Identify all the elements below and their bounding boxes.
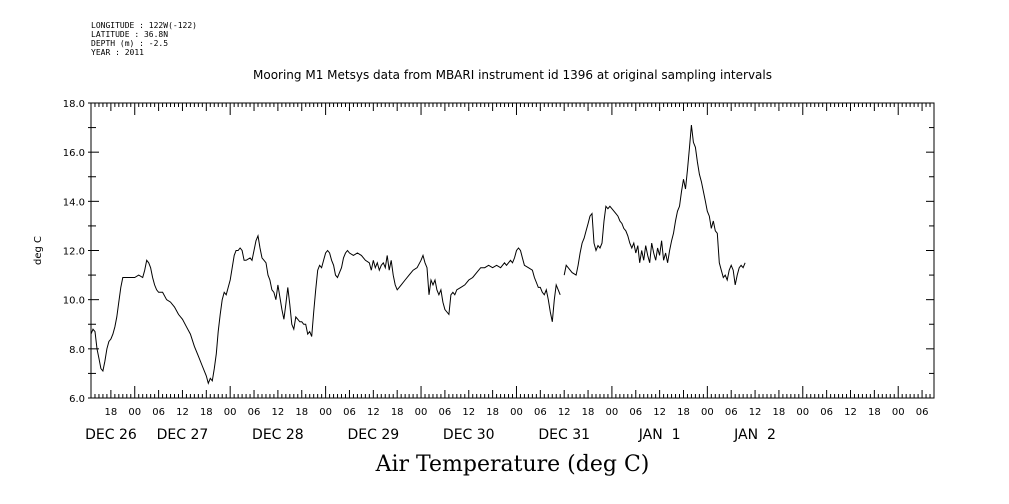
x-day-label: DEC 31 [538,427,590,443]
x-hour-label: 06 [152,407,165,418]
y-tick-label: 8.0 [69,345,85,356]
x-hour-label: 18 [868,407,881,418]
x-hour-label: 06 [439,407,452,418]
depth-text: DEPTH (m) : -2.5 [91,39,169,48]
x-hour-label: 12 [653,407,666,418]
latitude-text: LATITUDE : 36.8N [91,30,169,39]
x-hour-label: 06 [534,407,547,418]
x-hour-label: 00 [319,407,332,418]
air-temperature-line [563,125,746,285]
x-hour-label: 00 [796,407,809,418]
x-hour-label: 00 [128,407,141,418]
x-hour-label: 00 [701,407,714,418]
x-hour-label: 18 [105,407,118,418]
x-axis-title: Air Temperature (deg C) [375,452,650,477]
x-hour-label: 18 [486,407,499,418]
y-tick-label: 10.0 [63,296,85,307]
y-axis-title: deg C [33,236,44,265]
x-hour-label: 12 [462,407,475,418]
x-hour-label: 06 [820,407,833,418]
x-hour-label: 06 [248,407,261,418]
x-day-label: DEC 30 [443,427,495,443]
x-hour-label: 00 [510,407,523,418]
y-tick-label: 12.0 [63,247,85,258]
x-hour-label: 00 [415,407,428,418]
x-hour-label: 12 [844,407,857,418]
plot-frame [90,102,935,399]
x-hour-label: 06 [916,407,929,418]
year-text: YEAR : 2011 [91,48,144,57]
chart-title: Mooring M1 Metsys data from MBARI instru… [253,68,772,82]
x-day-label: DEC 28 [252,427,304,443]
x-day-label: DEC 27 [157,427,209,443]
x-hour-label: 18 [391,407,404,418]
x-hour-label: 00 [606,407,619,418]
air-temperature-line [90,233,561,385]
x-hour-label: 12 [272,407,285,418]
y-tick-label: 16.0 [63,148,85,159]
x-hour-label: 00 [892,407,905,418]
x-hour-label: 12 [367,407,380,418]
x-day-label: DEC 29 [347,427,399,443]
x-hour-label: 12 [749,407,762,418]
x-day-label: JAN 2 [733,427,776,443]
y-tick-label: 18.0 [63,99,85,110]
x-day-label: JAN 1 [638,427,681,443]
x-hour-label: 12 [558,407,571,418]
x-hour-label: 12 [176,407,189,418]
x-hour-label: 00 [224,407,237,418]
x-hour-label: 06 [725,407,738,418]
x-hour-label: 18 [200,407,213,418]
x-hour-label: 18 [582,407,595,418]
x-hour-label: 18 [295,407,308,418]
x-day-label: DEC 26 [85,427,137,443]
longitude-text: LONGITUDE : 122W(-122) [91,21,197,30]
metadata-block: LONGITUDE : 122W(-122) LATITUDE : 36.8N … [91,21,197,57]
y-tick-label: 6.0 [69,394,85,405]
x-hour-label: 06 [343,407,356,418]
x-hour-label: 18 [773,407,786,418]
y-tick-label: 14.0 [63,197,85,208]
x-hour-label: 06 [629,407,642,418]
x-hour-label: 18 [677,407,690,418]
